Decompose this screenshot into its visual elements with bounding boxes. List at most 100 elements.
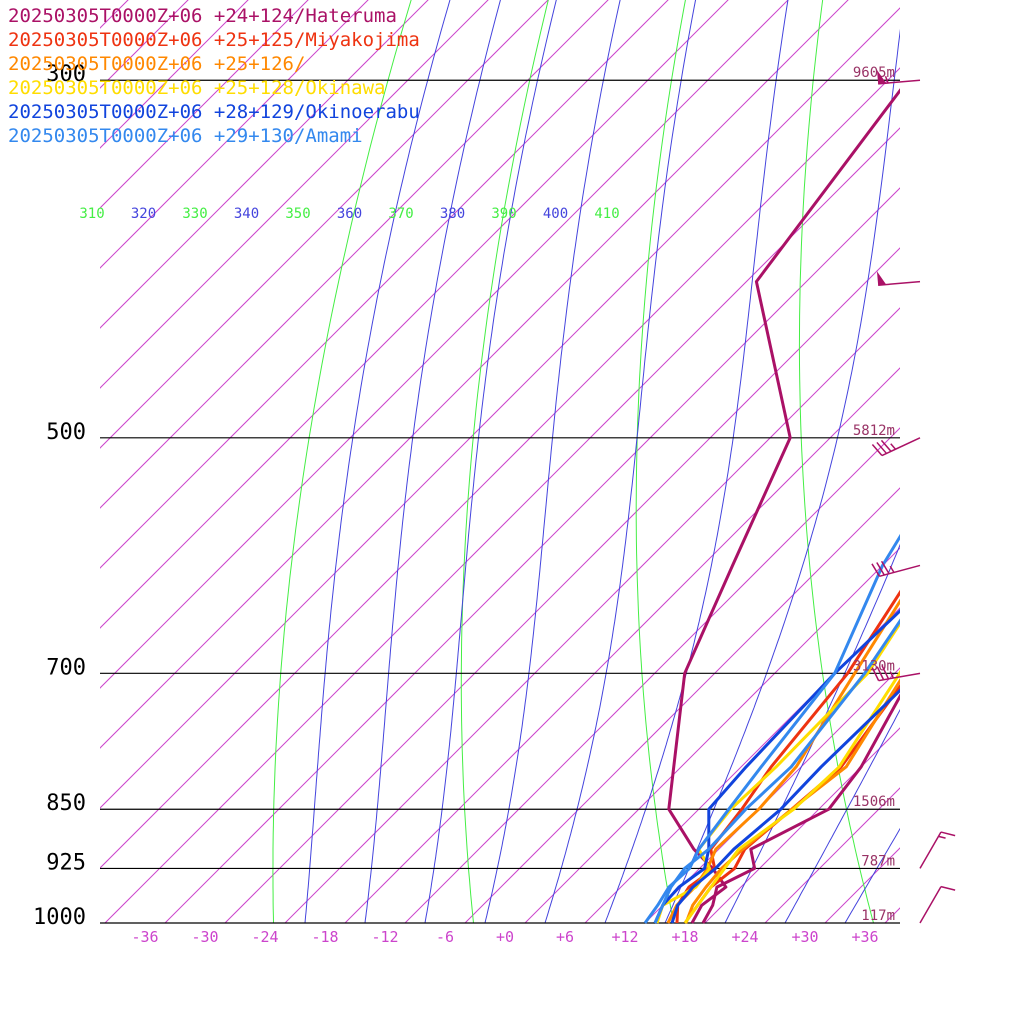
sounding-series (643, 88, 900, 924)
legend-entry: 20250305T0000Z+06 +24+124/Hateruma (8, 5, 397, 27)
dewpoint-line (667, 88, 900, 924)
height-label: 5812m (853, 423, 895, 439)
isotherm-line (884, 907, 900, 924)
theta-label: 410 (594, 206, 619, 222)
legend-entry: 20250305T0000Z+06 +25+126/ (8, 53, 306, 75)
wind-barb-half (890, 443, 897, 450)
axis-labels: 10016583m15014197m20012378m25010880m3009… (33, 62, 895, 946)
isotherm-line (100, 0, 309, 209)
wind-barb-shaft (919, 886, 942, 924)
wind-barb-full (871, 563, 881, 577)
temperature-line (683, 669, 900, 924)
dry-adiabat-line (635, 0, 686, 924)
height-label: 1506m (853, 794, 895, 810)
pressure-tick-label: 925 (46, 850, 86, 875)
temperature-line (670, 688, 900, 924)
wind-barb (871, 665, 921, 682)
wind-barb-full (876, 562, 885, 576)
temperature-tick-label: +18 (671, 928, 698, 946)
wind-barb-full (940, 885, 956, 891)
dewpoint-line (653, 608, 900, 924)
isotherm-line (1005, 0, 1024, 923)
moist-adiabat-line (664, 28, 900, 924)
isotherm-line (100, 67, 900, 869)
wind-barb-full (876, 441, 888, 454)
temperature-tick-label: -36 (131, 928, 158, 946)
wind-barb-shaft (879, 564, 921, 578)
isotherm-line (100, 0, 489, 389)
temperature-tick-label: +6 (556, 928, 574, 946)
isotherm-line (100, 0, 249, 149)
moist-adiabat-line (905, 0, 1024, 923)
theta-label: 350 (285, 206, 310, 222)
isotherm-line (524, 547, 900, 924)
temperature-tick-label: +30 (791, 928, 818, 946)
dry-adiabat-line (272, 0, 412, 924)
pressure-tick-label: 700 (46, 655, 86, 680)
theta-label: 360 (337, 206, 362, 222)
isotherm-line (100, 0, 669, 569)
wind-barb-half (938, 835, 946, 839)
isotherm-line (100, 7, 900, 809)
pressure-tick-label: 850 (46, 791, 86, 816)
temperature-tick-label: -18 (311, 928, 338, 946)
theta-label: 320 (131, 206, 156, 222)
dry-adiabat-line (953, 0, 1024, 923)
legend-entry: 20250305T0000Z+06 +25+128/Okinawa (8, 77, 386, 99)
temperature-tick-label: -24 (251, 928, 278, 946)
pressure-tick-label: 500 (46, 420, 86, 445)
height-label: 9605m (853, 65, 895, 81)
temperature-tick-label: -6 (436, 928, 454, 946)
wind-barb (871, 437, 921, 457)
temperature-line (684, 677, 900, 924)
wind-barb-full (880, 560, 890, 575)
isotherm-line (824, 847, 900, 924)
wind-barb-full (880, 439, 892, 452)
isotherm-line (284, 307, 900, 924)
temperature-line (701, 693, 900, 924)
height-label: 787m (861, 853, 895, 869)
theta-label: 400 (543, 206, 568, 222)
wind-barb (876, 271, 921, 287)
temperature-tick-label: +0 (496, 928, 514, 946)
wind-barb-flag (876, 69, 887, 84)
wind-barb-half (889, 671, 895, 679)
pressure-tick-label: 300 (46, 62, 86, 87)
legend-entry: 20250305T0000Z+06 +28+129/Okinoerabu (8, 101, 420, 123)
moist-adiabat-line (424, 0, 557, 924)
isotherm-line (164, 187, 900, 924)
isotherm-line (644, 667, 900, 924)
chart-legend: 20250305T0000Z+06 +24+124/Hateruma 202503… (8, 4, 420, 148)
wind-barb (876, 69, 921, 85)
isotherm-line (945, 0, 1024, 923)
temperature-tick-label: +36 (851, 928, 878, 946)
wind-barb-full (871, 444, 883, 457)
moist-adiabat-line (844, 827, 900, 924)
theta-label: 310 (79, 206, 104, 222)
theta-label: 370 (388, 206, 413, 222)
isotherm-line (464, 487, 900, 924)
theta-label: 330 (182, 206, 207, 222)
wind-barb-flag (876, 271, 887, 286)
temperature-tick-label: -30 (191, 928, 218, 946)
dry-adiabat-line (798, 0, 874, 924)
isotherm-line (100, 0, 849, 749)
temperature-tick-label: -12 (371, 928, 398, 946)
isotherm-line (100, 0, 369, 269)
wind-barb-full (876, 666, 885, 681)
isobar-lines (100, 79, 900, 924)
wind-barb-shaft (881, 437, 921, 457)
wind-barbs (871, 69, 956, 924)
legend-entry: 20250305T0000Z+06 +25+125/Miyakojima (8, 29, 420, 51)
legend-entry: 20250305T0000Z+06 +29+130/Amami (8, 125, 363, 147)
isotherm-line (104, 127, 900, 924)
isotherm-line (224, 247, 900, 924)
pressure-tick-label: 1000 (33, 905, 86, 930)
moist-adiabat-line (604, 0, 789, 924)
isotherm-line (100, 0, 789, 689)
wind-barb-shaft (919, 831, 942, 869)
wind-barb-full (881, 665, 890, 680)
theta-label: 340 (234, 206, 259, 222)
